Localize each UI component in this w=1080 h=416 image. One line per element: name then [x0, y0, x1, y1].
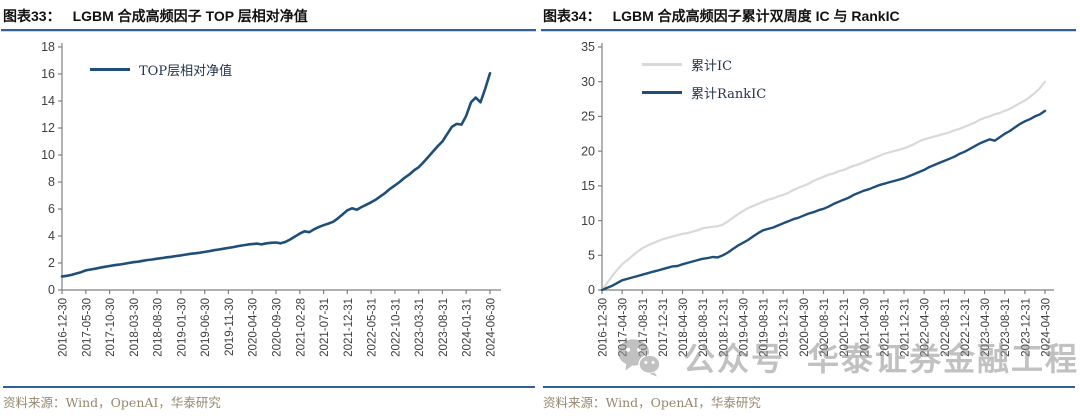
figure-33-title: 图表33： LGBM 合成高频因子 TOP 层相对净值: [0, 0, 540, 26]
svg-text:35: 35: [581, 40, 595, 54]
svg-text:2018-08-30: 2018-08-30: [153, 298, 165, 357]
legend-label: 累计RankIC: [691, 87, 767, 102]
svg-text:16: 16: [41, 67, 55, 81]
svg-text:2019-08-31: 2019-08-31: [759, 298, 771, 357]
svg-text:2020-12-31: 2020-12-31: [839, 298, 851, 357]
title-rule: [1, 29, 536, 32]
svg-text:2021-07-31: 2021-07-31: [319, 298, 331, 357]
net-value-line-chart: 0 2 4 6 8 10 12 14 16 18 2016-12-30 2017-05-30 2017-…: [41, 40, 501, 357]
title-rule: [541, 29, 1076, 32]
line-swatch: [90, 68, 130, 71]
source-rule: [3, 386, 535, 388]
legend-item: TOP层相对净值: [90, 60, 232, 79]
source-block: 资料来源：Wind，OpenAI，华泰研究: [3, 386, 535, 411]
svg-text:2018-03-30: 2018-03-30: [129, 298, 141, 357]
ic-line-chart: 0 5 10 15 20 25 30 35 2016-12-30 2017-04-30 2017-0…: [581, 40, 1054, 357]
svg-text:2024-04-30: 2024-04-30: [1041, 298, 1053, 357]
svg-text:2022-04-30: 2022-04-30: [920, 298, 932, 357]
panel-figure-33: 图表33： LGBM 合成高频因子 TOP 层相对净值 0 2 4 6 8 10 12 14 1…: [0, 0, 540, 411]
svg-text:2021-12-31: 2021-12-31: [900, 298, 912, 357]
svg-text:2018-08-31: 2018-08-31: [698, 298, 710, 357]
figure-34-label: 图表34：: [543, 8, 601, 24]
legend-label: TOP层相对净值: [139, 64, 233, 79]
svg-text:30: 30: [581, 75, 595, 89]
svg-text:2023-04-30: 2023-04-30: [980, 298, 992, 357]
svg-text:2024-06-30: 2024-06-30: [486, 298, 498, 357]
svg-text:10: 10: [41, 148, 55, 162]
svg-text:0: 0: [588, 283, 595, 297]
svg-text:2024-01-31: 2024-01-31: [462, 298, 474, 357]
svg-text:20: 20: [581, 144, 595, 158]
legend-item: 累计RankIC: [642, 83, 766, 102]
panel-figure-34: 图表34： LGBM 合成高频因子累计双周度 IC 与 RankIC 0 5 10 1…: [540, 0, 1080, 416]
svg-text:12: 12: [41, 121, 55, 135]
legend-ic: 累计IC 累计RankIC: [642, 55, 766, 102]
svg-text:2020-04-30: 2020-04-30: [799, 298, 811, 357]
svg-text:2018-12-31: 2018-12-31: [718, 298, 730, 357]
svg-text:10: 10: [581, 214, 595, 228]
svg-text:2022-08-31: 2022-08-31: [940, 298, 952, 357]
svg-text:5: 5: [588, 249, 595, 263]
svg-text:2016-12-30: 2016-12-30: [598, 298, 610, 357]
source-rule: [543, 386, 1075, 388]
svg-text:2019-12-31: 2019-12-31: [779, 298, 791, 357]
svg-text:2020-09-30: 2020-09-30: [272, 298, 284, 357]
svg-text:2019-04-30: 2019-04-30: [739, 298, 751, 357]
source-text: 资料来源：Wind，OpenAI，华泰研究: [543, 395, 761, 410]
svg-text:2022-05-31: 2022-05-31: [367, 298, 379, 357]
svg-text:15: 15: [581, 179, 595, 193]
figure-33-label: 图表33：: [3, 8, 61, 24]
svg-text:2018-04-30: 2018-04-30: [678, 298, 690, 357]
figure-34-title-text: LGBM 合成高频因子累计双周度 IC 与 RankIC: [612, 8, 900, 24]
svg-text:2023-03-31: 2023-03-31: [414, 298, 426, 357]
svg-text:2022-10-31: 2022-10-31: [390, 298, 402, 357]
legend-net-value: TOP层相对净值: [90, 60, 232, 79]
svg-text:2021-12-31: 2021-12-31: [343, 298, 355, 357]
legend-item: 累计IC: [642, 55, 766, 74]
svg-text:2022-12-31: 2022-12-31: [960, 298, 972, 357]
svg-text:6: 6: [48, 202, 55, 216]
svg-text:2017-08-31: 2017-08-31: [638, 298, 650, 357]
svg-text:2020-04-30: 2020-04-30: [248, 298, 260, 357]
line-swatch: [642, 63, 682, 66]
svg-text:2017-10-30: 2017-10-30: [105, 298, 117, 357]
svg-text:2016-12-30: 2016-12-30: [58, 298, 70, 357]
svg-text:8: 8: [48, 175, 55, 189]
line-swatch: [642, 91, 682, 94]
svg-text:25: 25: [581, 110, 595, 124]
svg-text:18: 18: [41, 40, 55, 54]
svg-text:4: 4: [48, 229, 55, 243]
svg-text:2023-12-31: 2023-12-31: [1020, 298, 1032, 357]
svg-text:2019-01-30: 2019-01-30: [176, 298, 188, 357]
svg-text:2023-08-31: 2023-08-31: [438, 298, 450, 357]
svg-text:2023-08-31: 2023-08-31: [1000, 298, 1012, 357]
source-block: 资料来源：Wind，OpenAI，华泰研究: [543, 386, 1075, 411]
svg-text:2017-05-30: 2017-05-30: [81, 298, 93, 357]
svg-text:2021-08-31: 2021-08-31: [879, 298, 891, 357]
legend-label: 累计IC: [691, 59, 733, 74]
svg-text:2021-04-30: 2021-04-30: [859, 298, 871, 357]
svg-text:2019-11-30: 2019-11-30: [224, 298, 236, 356]
svg-text:0: 0: [48, 283, 55, 297]
svg-text:2020-08-31: 2020-08-31: [819, 298, 831, 357]
figure-33-title-text: LGBM 合成高频因子 TOP 层相对净值: [72, 8, 308, 24]
svg-text:2021-02-28: 2021-02-28: [295, 298, 307, 357]
svg-text:14: 14: [41, 94, 55, 108]
svg-text:2017-04-30: 2017-04-30: [618, 298, 630, 357]
svg-text:2: 2: [48, 256, 55, 270]
source-text: 资料来源：Wind，OpenAI，华泰研究: [3, 395, 221, 410]
svg-text:2017-12-31: 2017-12-31: [658, 298, 670, 357]
svg-text:2019-06-30: 2019-06-30: [200, 298, 212, 357]
figure-34-title: 图表34： LGBM 合成高频因子累计双周度 IC 与 RankIC: [540, 0, 1080, 26]
